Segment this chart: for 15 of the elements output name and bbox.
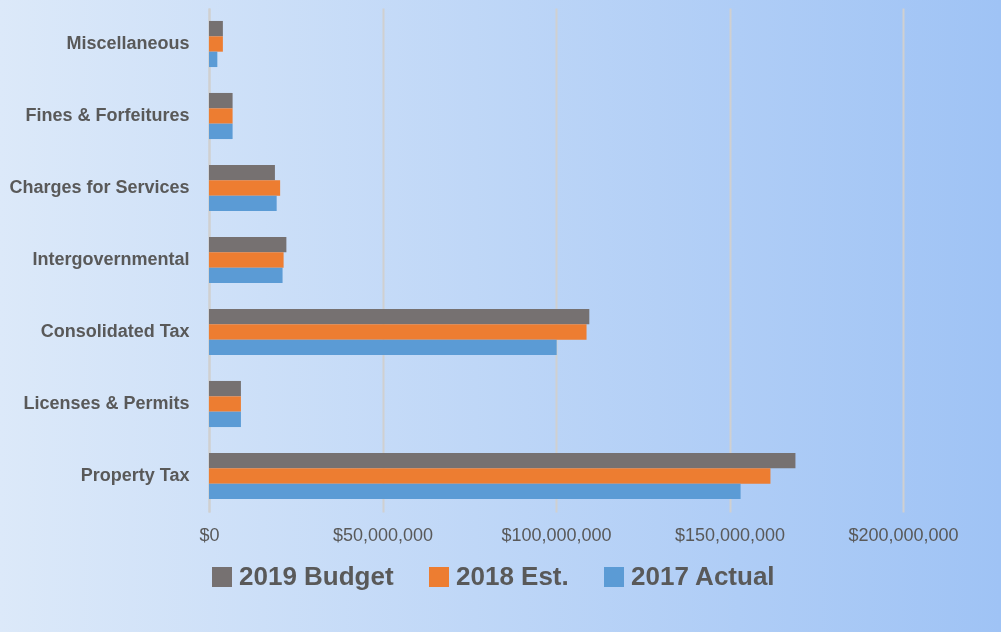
legend-label: 2017 Actual (631, 561, 775, 591)
y-tick-label: Consolidated Tax (40, 321, 190, 341)
x-tick-label: $100,000,000 (501, 524, 612, 545)
x-tick-label: $200,000,000 (848, 524, 959, 545)
x-tick-label: $150,000,000 (674, 524, 786, 545)
y-tick-label: Charges for Services (9, 177, 190, 197)
legend-label: 2019 Budget (239, 561, 394, 591)
y-tick-label: Miscellaneous (66, 33, 190, 53)
y-tick-label: Licenses & Permits (23, 393, 190, 413)
y-tick-label: Intergovernmental (32, 249, 190, 269)
x-tick-label: $0 (199, 524, 220, 545)
y-tick-label: Property Tax (80, 465, 190, 485)
x-tick-label: $50,000,000 (332, 524, 434, 545)
legend-label: 2018 Est. (456, 561, 569, 591)
y-tick-label: Fines & Forfeitures (25, 105, 190, 125)
